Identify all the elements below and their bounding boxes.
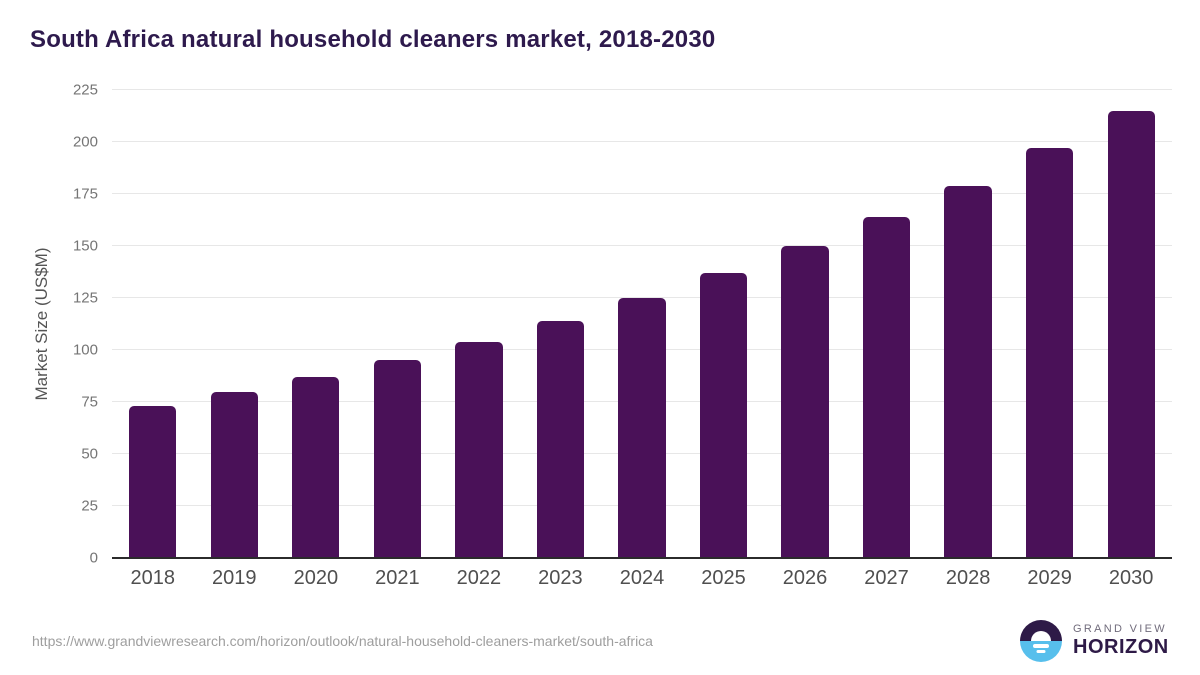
bar-2020[interactable]	[292, 377, 340, 558]
x-axis-labels: 2018 2019 2020 2021 2022 2023 2024 2025 2026 2027…	[112, 567, 1172, 590]
x-tick-label-2021: 2021	[375, 567, 420, 589]
x-tick-label-2019: 2019	[212, 567, 257, 589]
bar-slot-2025	[683, 90, 765, 558]
bar-slot-2028	[927, 90, 1009, 558]
bar-slot-2023	[520, 90, 602, 558]
x-tick-label-2026: 2026	[782, 567, 828, 589]
plot-area	[112, 89, 1172, 559]
gridline-225	[112, 89, 1172, 90]
gridline-200	[112, 141, 1172, 142]
bar-slot-2026	[764, 90, 846, 558]
y-tick-label-125: 125	[72, 289, 98, 307]
y-tick-label-175: 175	[72, 185, 98, 203]
y-tick-label-225: 225	[72, 81, 98, 99]
x-tick-label-2020: 2020	[293, 567, 339, 589]
bar-2021[interactable]	[373, 360, 421, 558]
x-tick-label-2027: 2027	[864, 567, 909, 589]
x-tick-label-2028: 2028	[945, 567, 991, 589]
bars-container	[112, 90, 1172, 558]
horizon-sun-icon	[1020, 620, 1062, 662]
bar-slot-2022	[438, 90, 520, 558]
bar-2030[interactable]	[1107, 110, 1155, 558]
bar-slot-2024	[601, 90, 683, 558]
x-tick-label-2029: 2029	[1027, 567, 1072, 589]
bar-2026[interactable]	[781, 246, 829, 558]
source-url: https://www.grandviewresearch.com/horizo…	[32, 633, 653, 649]
bar-2023[interactable]	[536, 320, 585, 558]
y-tick-label-100: 100	[72, 341, 98, 359]
bar-slot-2027	[846, 90, 928, 558]
bar-2024[interactable]	[618, 298, 666, 558]
x-tick-label-2023: 2023	[538, 567, 583, 589]
y-tick-label-0: 0	[89, 549, 98, 567]
gridline-150	[112, 245, 1172, 247]
horizon-line-2	[1036, 650, 1046, 653]
logo-horizon-label: HORIZON	[1073, 635, 1169, 658]
y-axis-ticks: 0 25 50 75 100 125 150 175 200 225	[0, 83, 98, 566]
x-tick-label-2018: 2018	[130, 567, 176, 589]
x-axis-line	[112, 557, 1172, 559]
gridline-125	[112, 297, 1172, 298]
y-tick-label-200: 200	[72, 133, 98, 151]
bar-2029[interactable]	[1025, 148, 1074, 558]
logo-text: GRAND VIEW HORIZON	[1073, 623, 1169, 659]
bar-slot-2020	[275, 90, 357, 558]
bar-2018[interactable]	[129, 406, 177, 558]
bar-slot-2019	[194, 90, 276, 558]
y-tick-label-25: 25	[81, 497, 98, 515]
bar-slot-2021	[357, 90, 439, 558]
y-tick-label-75: 75	[81, 393, 98, 411]
x-tick-label-2030: 2030	[1108, 567, 1154, 589]
horizon-line-1	[1033, 644, 1049, 648]
bar-2025[interactable]	[699, 273, 748, 558]
bar-2028[interactable]	[944, 185, 992, 558]
x-tick-label-2024: 2024	[619, 567, 665, 589]
bar-slot-2030	[1090, 90, 1172, 558]
y-tick-label-50: 50	[81, 445, 98, 463]
y-tick-label-150: 150	[72, 237, 98, 255]
bar-2022[interactable]	[455, 341, 503, 558]
sun-dome-shape	[1031, 631, 1051, 641]
chart-title: South Africa natural household cleaners …	[30, 26, 716, 53]
gridline-175	[112, 193, 1172, 194]
logo-grand-view-label: GRAND VIEW	[1073, 623, 1167, 636]
bar-slot-2029	[1009, 90, 1091, 558]
bar-slot-2018	[112, 90, 194, 558]
brand-logo: GRAND VIEW HORIZON	[1020, 620, 1169, 662]
bar-2027[interactable]	[862, 216, 911, 558]
x-tick-label-2025: 2025	[701, 567, 746, 589]
x-tick-label-2022: 2022	[456, 567, 502, 589]
bar-2019[interactable]	[210, 391, 258, 558]
